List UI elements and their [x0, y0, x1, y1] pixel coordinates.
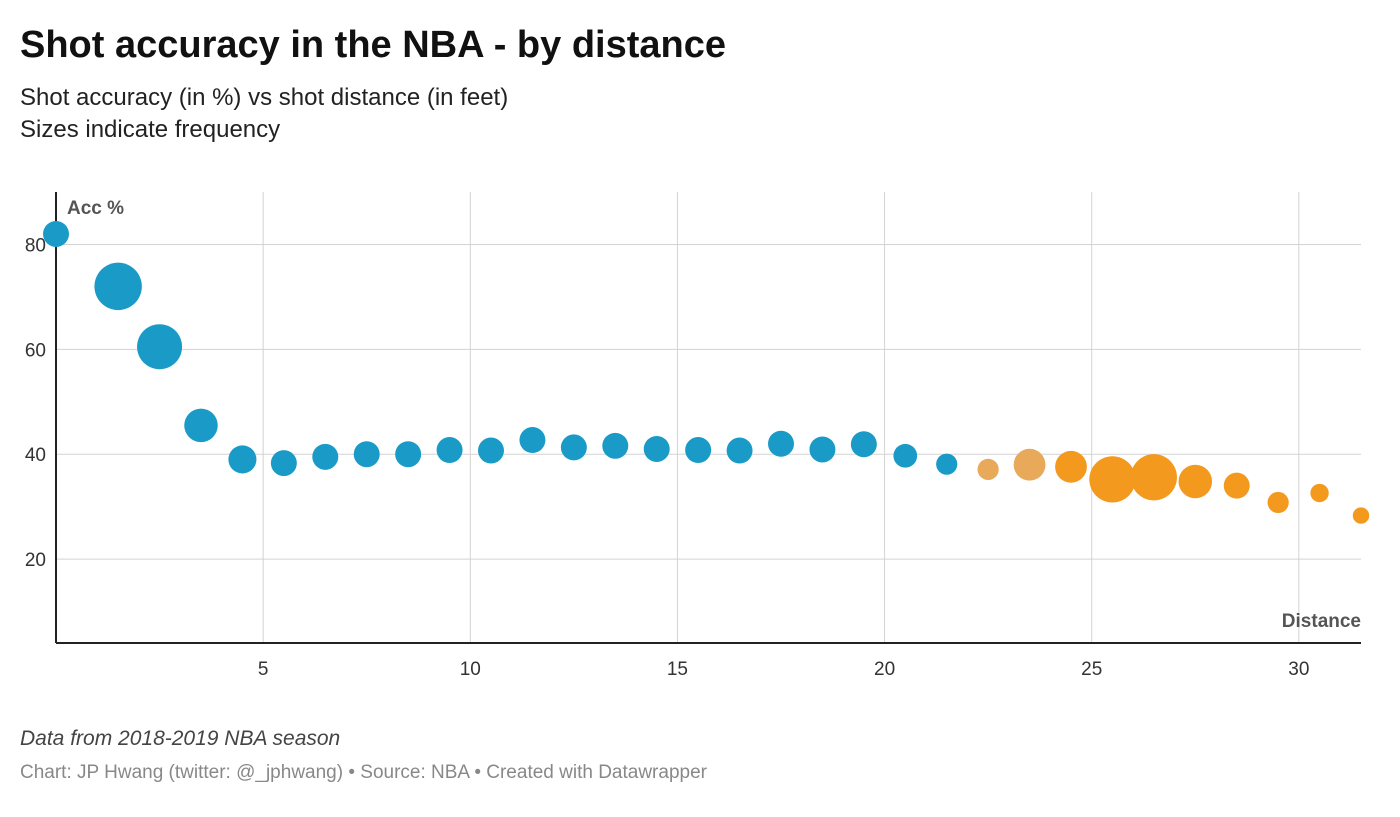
data-point — [1310, 483, 1329, 503]
data-point — [43, 220, 69, 247]
axes — [55, 192, 1361, 644]
data-points — [43, 220, 1370, 524]
data-point — [1130, 454, 1177, 501]
data-point — [560, 434, 587, 461]
data-point — [602, 432, 629, 459]
data-point — [137, 324, 183, 370]
data-point — [1267, 491, 1289, 514]
data-point — [478, 437, 504, 464]
data-point — [643, 435, 670, 462]
y-axis-title: Acc % — [67, 198, 124, 219]
y-tick-label: 60 — [25, 340, 46, 361]
data-point — [1089, 456, 1136, 503]
data-point — [270, 450, 297, 477]
subtitle-line-2: Sizes indicate frequency — [20, 116, 281, 143]
data-point — [768, 430, 794, 457]
data-point — [519, 427, 546, 454]
axis-labels: 20 40 60 80 5 10 15 20 25 30 Acc % Distance — [25, 198, 1361, 680]
gridlines — [56, 192, 1361, 643]
x-tick-label: 10 — [460, 659, 481, 680]
x-tick-label: 15 — [667, 659, 688, 680]
data-point — [809, 436, 836, 463]
data-point — [850, 431, 877, 458]
data-point — [1013, 448, 1046, 481]
y-tick-label: 20 — [25, 550, 46, 571]
data-point — [228, 445, 257, 474]
data-point — [1352, 507, 1370, 524]
x-tick-label: 20 — [874, 659, 895, 680]
chart-title: Shot accuracy in the NBA - by distance — [20, 24, 726, 66]
chart-credits: Chart: JP Hwang (twitter: @_jphwang) • S… — [20, 762, 707, 783]
data-point — [1178, 464, 1213, 499]
x-axis-title: Distance — [1282, 611, 1361, 632]
data-point — [893, 443, 918, 468]
data-point — [94, 262, 142, 311]
chart-header: Shot accuracy in the NBA - by distance S… — [20, 22, 1380, 146]
chart-footer: Data from 2018-2019 NBA season Chart: JP… — [20, 724, 1380, 786]
chart-subtitle: Shot accuracy (in %) vs shot distance (i… — [20, 82, 1380, 146]
x-tick-label: 5 — [258, 659, 269, 680]
x-tick-label: 25 — [1081, 659, 1102, 680]
data-point — [353, 441, 380, 468]
data-point — [726, 437, 753, 464]
data-point — [184, 408, 218, 443]
data-point — [312, 443, 339, 470]
subtitle-line-1: Shot accuracy (in %) vs shot distance (i… — [20, 84, 509, 111]
data-note: Data from 2018-2019 NBA season — [20, 727, 341, 750]
data-point — [1055, 450, 1087, 483]
data-point — [1223, 472, 1250, 499]
data-point — [395, 441, 422, 468]
data-point — [977, 458, 999, 481]
data-point — [936, 453, 958, 475]
data-point — [685, 437, 712, 464]
data-point — [436, 437, 463, 464]
y-tick-label: 40 — [25, 445, 46, 466]
x-tick-label: 30 — [1288, 659, 1309, 680]
y-tick-label: 80 — [25, 235, 46, 256]
